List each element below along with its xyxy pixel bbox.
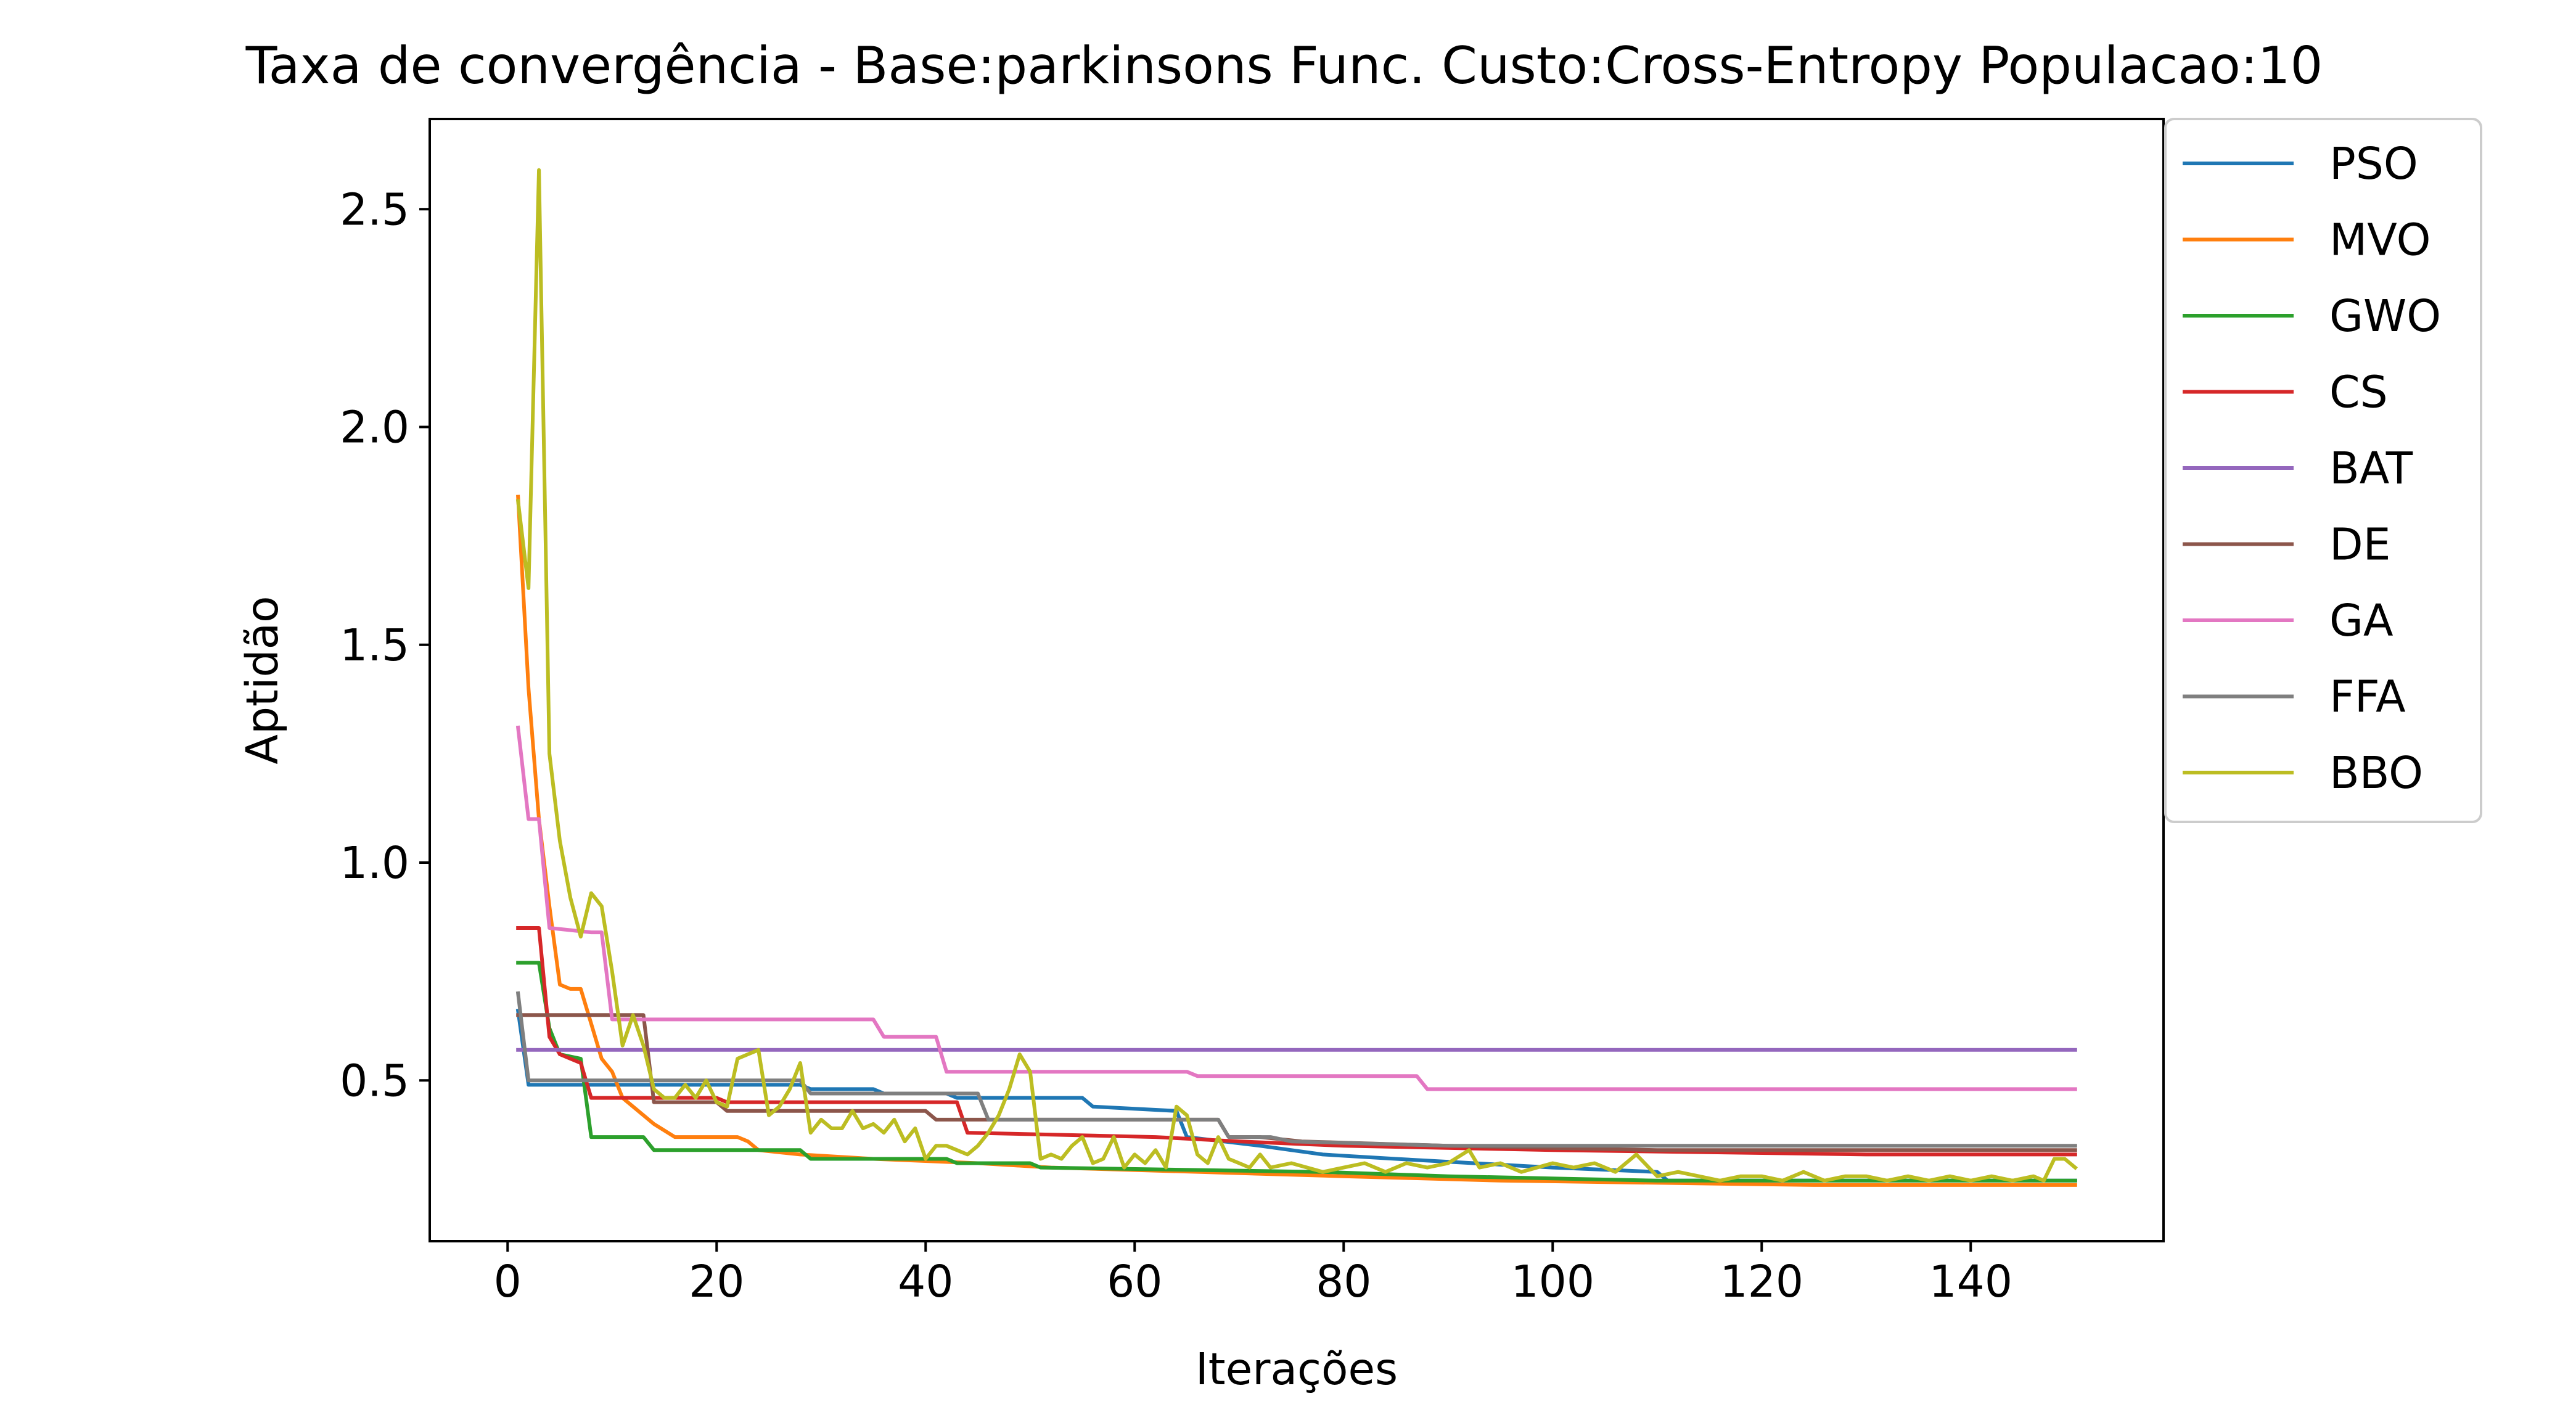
x-tick-label: 100 (1511, 1256, 1595, 1307)
legend-label-bat: BAT (2329, 443, 2413, 494)
x-tick-label: 40 (898, 1256, 953, 1307)
y-axis: 0.5 1.0 1.5 2.0 2.5 (340, 184, 430, 1106)
y-tick-label: 0.5 (340, 1055, 409, 1106)
legend-label-ga: GA (2329, 595, 2393, 646)
legend-label-de: DE (2329, 519, 2391, 570)
y-tick-label: 1.5 (340, 620, 409, 671)
series-line-ga (515, 725, 2077, 1091)
legend-label-mvo: MVO (2329, 215, 2430, 266)
y-tick-label: 1.0 (340, 837, 409, 888)
legend: PSO MVO GWO CS BAT DE GA FFA BBO (2164, 118, 2482, 823)
legend-label-ffa: FFA (2329, 671, 2406, 723)
chart-title: Taxa de convergência - Base:parkinsons F… (245, 36, 2323, 96)
legend-frame (2164, 118, 2482, 823)
y-tick-label: 2.5 (340, 184, 409, 235)
y-tick-label: 2.0 (340, 402, 409, 453)
x-tick-label: 120 (1720, 1256, 1804, 1307)
legend-label-pso: PSO (2329, 138, 2418, 189)
series-line-bbo (515, 168, 2078, 1183)
legend-label-gwo: GWO (2329, 290, 2441, 342)
x-tick-label: 140 (1929, 1256, 2013, 1307)
x-tick-label: 80 (1316, 1256, 1371, 1307)
x-tick-label: 20 (689, 1256, 744, 1307)
y-axis-label: Aptidão (237, 596, 288, 764)
series-line-ffa (515, 991, 2077, 1148)
series-layer (515, 168, 2078, 1187)
plot-frame (429, 118, 2165, 1242)
legend-label-cs: CS (2329, 367, 2388, 418)
x-tick-label: 0 (494, 1256, 522, 1307)
x-axis: 0 20 40 60 80 100 120 140 (494, 1241, 2012, 1307)
x-axis-label: Iterações (1196, 1344, 1398, 1395)
legend-label-bbo: BBO (2329, 747, 2423, 798)
x-tick-label: 60 (1107, 1256, 1162, 1307)
